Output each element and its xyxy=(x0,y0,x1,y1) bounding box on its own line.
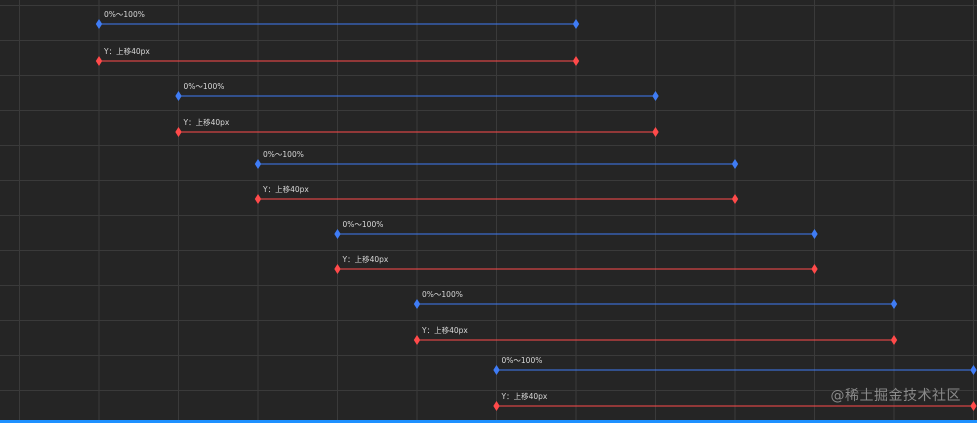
keyframe-diamond-icon xyxy=(413,299,421,309)
opacity-track-label: 0%～100% xyxy=(263,150,304,159)
keyframe-diamond-icon xyxy=(890,335,898,345)
keyframe-diamond-icon xyxy=(731,194,739,204)
track-group: 0%～100% Y：上移40px xyxy=(493,356,977,411)
keyframe-diamond-icon xyxy=(652,91,659,101)
y-track-label: Y：上移40px xyxy=(103,46,150,56)
opacity-track-label: 0%～100% xyxy=(422,290,463,299)
keyframe-diamond-icon xyxy=(334,264,341,274)
timeline-tracks: 0%～100% Y：上移40px 0%～100% Y：上移40px 0%～100% Y：上… xyxy=(95,10,977,411)
track-group: 0%～100% Y：上移40px xyxy=(413,290,898,345)
keyframe-diamond-icon xyxy=(95,19,103,29)
keyframe-diamond-icon xyxy=(572,19,580,29)
keyframe-diamond-icon xyxy=(811,264,818,274)
opacity-track-label: 0%～100% xyxy=(104,10,145,19)
keyframe-diamond-icon xyxy=(731,159,739,169)
keyframe-diamond-icon xyxy=(970,401,977,411)
y-track-label: Y：上移40px xyxy=(183,117,230,127)
opacity-track-label: 0%～100% xyxy=(184,82,225,91)
track-group: 0%～100% Y：上移40px xyxy=(95,10,580,66)
watermark: @稀土掘金技术社区 xyxy=(830,388,961,404)
y-track-label: Y：上移40px xyxy=(501,391,548,401)
keyframe-diamond-icon xyxy=(652,127,659,137)
keyframe-diamond-icon xyxy=(175,127,182,137)
keyframe-diamond-icon xyxy=(334,229,341,239)
opacity-track-label: 0%～100% xyxy=(343,220,384,229)
track-group: 0%～100% Y：上移40px xyxy=(254,150,739,204)
keyframe-diamond-icon xyxy=(811,229,818,239)
y-track-label: Y：上移40px xyxy=(342,254,389,264)
keyframe-diamond-icon xyxy=(95,56,103,66)
keyframe-diamond-icon xyxy=(493,365,500,375)
keyframe-diamond-icon xyxy=(970,365,977,375)
keyframe-diamond-icon xyxy=(493,401,500,411)
keyframe-diamond-icon xyxy=(254,194,262,204)
y-track-label: Y：上移40px xyxy=(262,184,309,194)
keyframe-diamond-icon xyxy=(175,91,182,101)
keyframe-diamond-icon xyxy=(890,299,898,309)
y-track-label: Y：上移40px xyxy=(421,325,468,335)
bottom-accent-bar xyxy=(0,420,977,423)
keyframe-diamond-icon xyxy=(254,159,262,169)
keyframe-diamond-icon xyxy=(572,56,580,66)
keyframe-diamond-icon xyxy=(413,335,421,345)
opacity-track-label: 0%～100% xyxy=(502,356,543,365)
track-group: 0%～100% Y：上移40px xyxy=(175,82,659,137)
track-group: 0%～100% Y：上移40px xyxy=(334,220,818,274)
